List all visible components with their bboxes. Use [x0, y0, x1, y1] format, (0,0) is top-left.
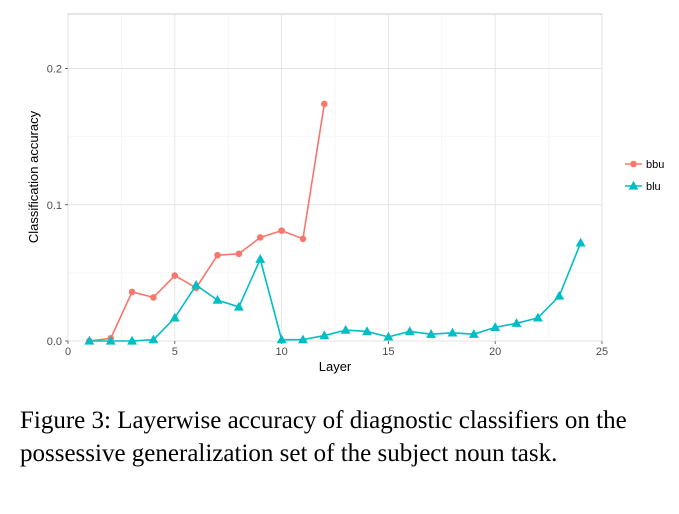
data-point-blu: [426, 328, 437, 338]
line-chart: 0 5 10 15 20 25 0.0 0.1 0.2 Layer Classification…: [26, 13, 664, 374]
data-point-blu: [84, 335, 95, 345]
data-point-blu: [276, 334, 287, 344]
data-point-bbu: [235, 250, 243, 258]
data-point-bbu: [299, 235, 307, 243]
x-tick-label: 25: [596, 346, 608, 358]
legend-item-bbu: bbu: [625, 159, 664, 171]
y-axis-title: Classification accuracy: [26, 110, 41, 243]
x-tick-label: 20: [489, 346, 501, 358]
data-point-blu: [191, 279, 202, 289]
data-point-blu: [105, 335, 116, 345]
legend-item-blu: blu: [625, 180, 661, 193]
data-point-blu: [575, 237, 586, 247]
legend: bbu blu: [625, 159, 664, 193]
data-point-blu: [447, 327, 458, 337]
x-tick-label: 15: [382, 346, 394, 358]
data-point-blu: [148, 334, 159, 344]
y-tick-label: 0.1: [47, 200, 62, 212]
data-point-blu: [255, 254, 266, 263]
data-point-blu: [532, 312, 543, 322]
data-point-bbu: [171, 272, 179, 279]
data-point-blu: [319, 330, 330, 340]
y-tick-label: 0.0: [47, 336, 62, 348]
data-point-blu: [169, 312, 180, 322]
data-point-bbu: [150, 294, 157, 301]
data-point-blu: [340, 324, 351, 334]
data-point-blu: [490, 322, 501, 332]
x-tick-label: 5: [172, 346, 178, 358]
x-axis-title: Layer: [319, 359, 352, 374]
y-tick-label: 0.2: [47, 64, 62, 76]
legend-label: bbu: [646, 159, 664, 171]
data-point-bbu: [214, 251, 221, 259]
x-tick-label: 0: [65, 346, 71, 358]
series-line-bbu: [89, 103, 326, 342]
series-layer: [84, 100, 586, 345]
x-tick-label: 10: [275, 346, 287, 358]
data-point-blu: [468, 328, 479, 338]
data-point-blu: [362, 326, 372, 336]
legend-key-marker: [628, 180, 639, 190]
axes: 0 5 10 15 20 25 0.0 0.1 0.2: [47, 64, 608, 359]
data-point-bbu: [256, 234, 264, 241]
data-point-blu: [554, 290, 565, 300]
data-point-bbu: [321, 100, 328, 108]
series-bbu: [86, 100, 328, 345]
data-point-blu: [212, 294, 223, 304]
legend-key-marker: [630, 160, 637, 168]
data-point-bbu: [278, 227, 285, 234]
data-point-blu: [383, 331, 394, 341]
data-point-blu: [404, 326, 415, 336]
data-point-blu: [233, 301, 244, 311]
data-point-blu: [298, 334, 308, 344]
data-point-blu: [511, 318, 522, 327]
series-blu: [84, 237, 586, 345]
data-point-bbu: [128, 288, 136, 296]
data-point-blu: [127, 335, 138, 345]
figure-caption: Figure 3: Layerwise accuracy of diagnost…: [20, 407, 627, 467]
legend-label: blu: [646, 181, 661, 193]
